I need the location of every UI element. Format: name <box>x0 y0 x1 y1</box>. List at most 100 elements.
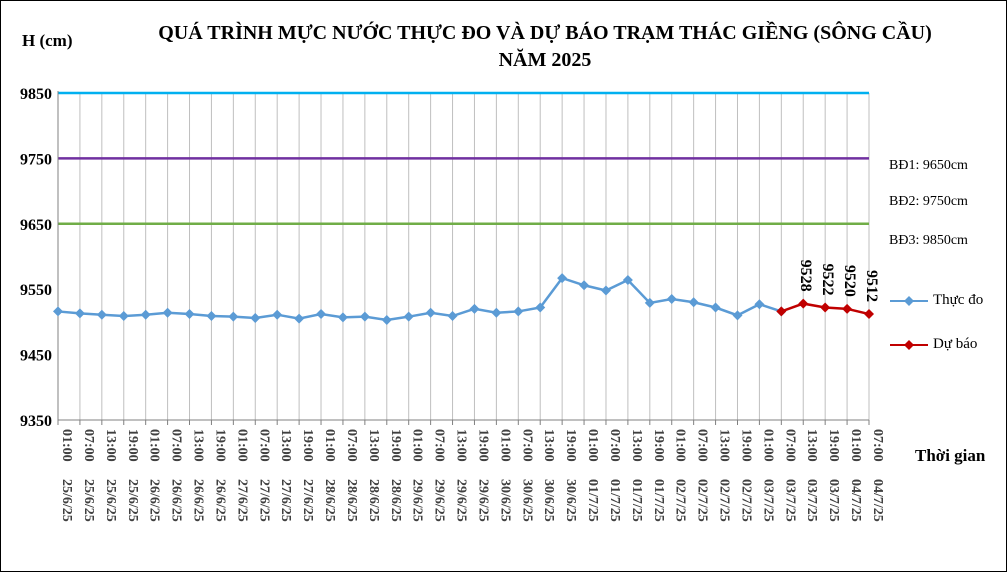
threshold-label-bd2: BĐ2: 9750cm <box>889 194 968 209</box>
y-tick-label: 9350 <box>20 413 52 430</box>
series-0-point <box>513 306 524 317</box>
series-0-point <box>491 307 502 318</box>
x-tick-label: 19:00 <box>388 429 403 462</box>
x-tick-label: 19:00 <box>563 429 578 462</box>
x-tick-label: 25/6/25 <box>59 479 74 522</box>
x-tick-label: 01/7/25 <box>585 479 600 522</box>
series-0-point <box>162 307 173 318</box>
x-tick-label: 19:00 <box>651 429 666 462</box>
x-tick-label: 02/7/25 <box>717 479 732 522</box>
series-0-point <box>425 307 436 318</box>
series-0-point <box>316 309 327 320</box>
x-tick-label: 26/6/25 <box>212 479 227 522</box>
series-0-point <box>557 273 568 284</box>
series-0-point <box>622 275 633 286</box>
x-tick-label: 04/7/25 <box>848 479 863 522</box>
y-tick-label: 9750 <box>20 151 52 168</box>
series-0-point <box>272 309 283 320</box>
x-tick-label: 04/7/25 <box>870 479 885 522</box>
x-tick-label: 26/6/25 <box>147 479 162 522</box>
x-tick-label: 26/6/25 <box>169 479 184 522</box>
series-0-point <box>206 311 217 322</box>
legend-marker-thuc-do <box>890 296 928 306</box>
x-tick-label: 01:00 <box>322 429 337 462</box>
x-tick-label: 13:00 <box>804 429 819 462</box>
series-1-point <box>842 303 853 314</box>
series-0-point <box>228 311 239 322</box>
x-tick-label: 30/6/25 <box>563 479 578 522</box>
series-0-point <box>53 306 63 317</box>
series-0-point <box>250 312 261 323</box>
x-tick-label: 02/7/25 <box>738 479 753 522</box>
data-label: 9512 <box>863 270 880 302</box>
legend-marker-du-bao <box>890 340 928 350</box>
data-label: 9528 <box>797 260 814 292</box>
series-0-point <box>381 314 392 325</box>
series-0-point <box>447 311 458 322</box>
x-tick-label: 13:00 <box>278 429 293 462</box>
y-tick-label: 9450 <box>20 348 52 365</box>
x-tick-label: 07:00 <box>81 429 96 462</box>
series-0-point <box>140 309 151 320</box>
x-tick-label: 02/7/25 <box>695 479 710 522</box>
series-0-point <box>688 297 699 308</box>
series-1-point <box>776 306 787 317</box>
series-0-point <box>337 312 348 323</box>
x-axis-label: Thời gian <box>915 446 986 465</box>
x-tick-label: 19:00 <box>212 429 227 462</box>
x-tick-label: 07:00 <box>432 429 447 462</box>
x-tick-label: 19:00 <box>475 429 490 462</box>
chart-title: QUÁ TRÌNH MỰC NƯỚC THỰC ĐO VÀ DỰ BÁO TRẠ… <box>158 22 932 71</box>
x-tick-label: 28/6/25 <box>322 479 337 522</box>
x-tick-label: 02/7/25 <box>673 479 688 522</box>
x-tick-label: 03/7/25 <box>760 479 775 522</box>
data-label: 9520 <box>841 265 858 297</box>
x-tick-label: 07:00 <box>607 429 622 462</box>
x-tick-label: 28/6/25 <box>344 479 359 522</box>
x-tick-label: 03/7/25 <box>804 479 819 522</box>
threshold-label-bd3: BĐ3: 9850cm <box>889 233 968 248</box>
x-tick-label: 13:00 <box>541 429 556 462</box>
series-1-point <box>820 302 831 313</box>
series-0-point <box>96 309 107 320</box>
x-tick-label: 01:00 <box>234 429 249 462</box>
x-tick-label: 01:00 <box>410 429 425 462</box>
x-tick-label: 13:00 <box>191 429 206 462</box>
series-0-point <box>469 303 480 314</box>
series-0-point <box>118 311 129 322</box>
x-tick-label: 27/6/25 <box>256 479 271 522</box>
x-tick-label: 07:00 <box>782 429 797 462</box>
series-0-point <box>184 309 195 320</box>
series-1-point <box>864 309 874 320</box>
x-tick-label: 30/6/25 <box>519 479 534 522</box>
x-tick-label: 01/7/25 <box>651 479 666 522</box>
series-0-point <box>644 297 655 308</box>
x-tick-label: 13:00 <box>454 429 469 462</box>
x-tick-label: 01:00 <box>848 429 863 462</box>
legend-label-du-bao: Dự báo <box>933 336 978 352</box>
x-tick-label: 19:00 <box>300 429 315 462</box>
series-0-point <box>710 302 721 313</box>
x-tick-label: 07:00 <box>695 429 710 462</box>
x-tick-label: 30/6/25 <box>541 479 556 522</box>
legend-label-thuc-do: Thực đo <box>933 292 984 308</box>
series-0-point <box>535 302 546 313</box>
x-tick-label: 07:00 <box>519 429 534 462</box>
series-line-0 <box>57 276 782 322</box>
y-tick-label: 9850 <box>20 86 52 103</box>
x-tick-label: 19:00 <box>738 429 753 462</box>
x-tick-label: 03/7/25 <box>782 479 797 522</box>
x-tick-label: 19:00 <box>125 429 140 462</box>
y-tick-label: 9650 <box>20 217 52 234</box>
series-0-point <box>754 299 765 310</box>
x-tick-label: 03/7/25 <box>826 479 841 522</box>
x-tick-label: 07:00 <box>256 429 271 462</box>
x-tick-label: 07:00 <box>344 429 359 462</box>
x-tick-label: 30/6/25 <box>497 479 512 522</box>
x-tick-label: 07:00 <box>169 429 184 462</box>
x-tick-label: 13:00 <box>366 429 381 462</box>
x-tick-label: 01:00 <box>497 429 512 462</box>
series-0-point <box>403 311 414 322</box>
x-tick-label: 27/6/25 <box>278 479 293 522</box>
x-tick-label: 28/6/25 <box>366 479 381 522</box>
